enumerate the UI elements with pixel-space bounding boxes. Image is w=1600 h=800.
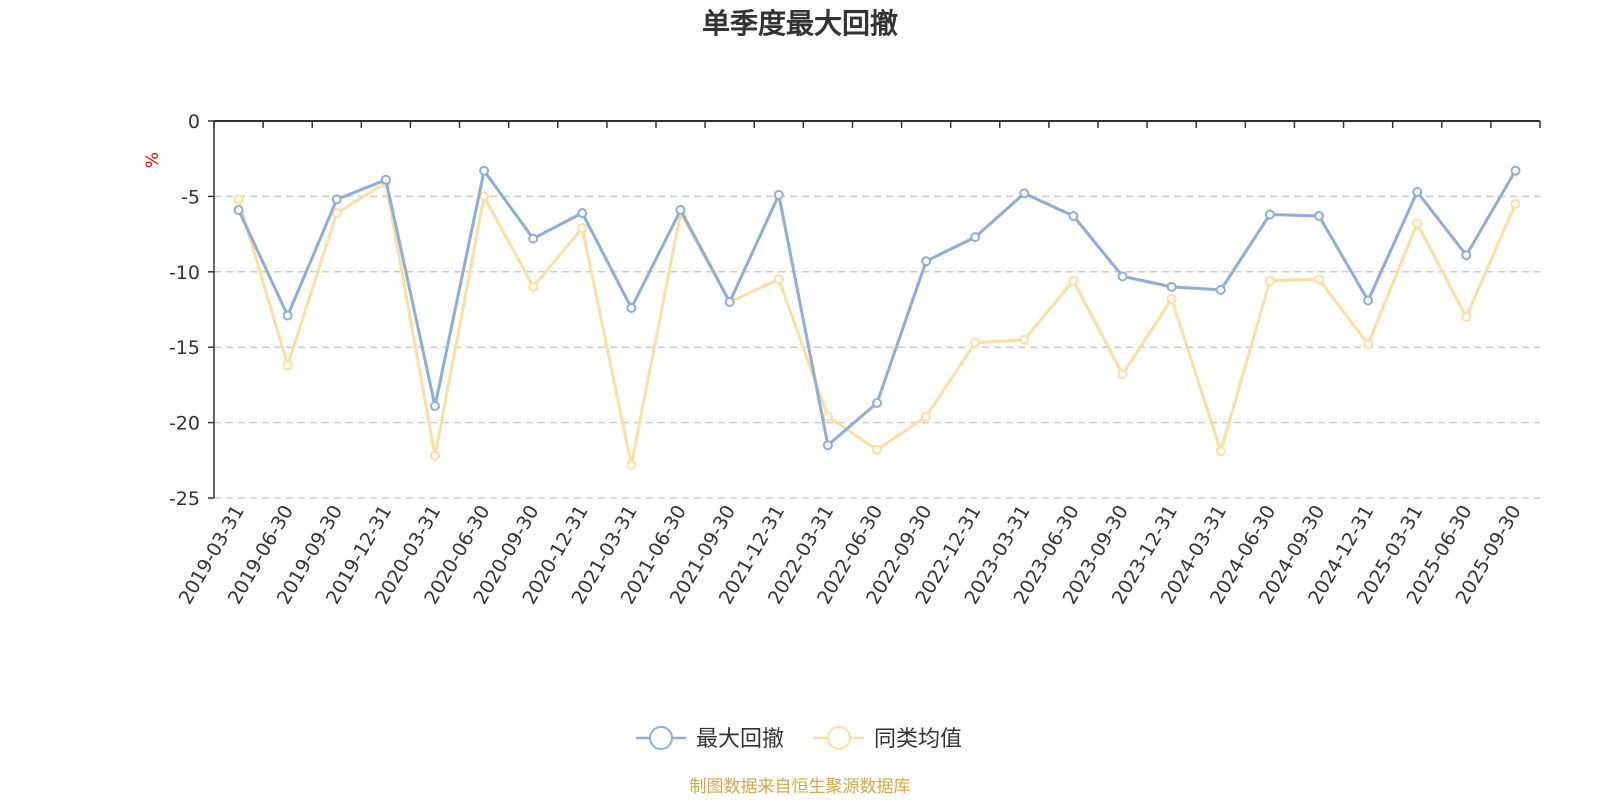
- series-layer: [233, 165, 1521, 470]
- data-point[interactable]: [1215, 446, 1226, 457]
- data-point[interactable]: [233, 194, 244, 205]
- data-point[interactable]: [970, 232, 981, 243]
- data-point[interactable]: [921, 256, 932, 267]
- data-point[interactable]: [1166, 281, 1177, 292]
- y-tick-label: 0: [188, 111, 200, 133]
- series-group: [233, 177, 1521, 470]
- data-source-footer: 制图数据来自恒生聚源数据库: [690, 777, 911, 797]
- data-point[interactable]: [1412, 218, 1423, 229]
- data-point[interactable]: [479, 191, 490, 202]
- data-point[interactable]: [626, 302, 637, 313]
- data-point[interactable]: [479, 165, 490, 176]
- data-point[interactable]: [1215, 284, 1226, 295]
- data-point[interactable]: [1019, 334, 1030, 345]
- data-point[interactable]: [675, 204, 686, 215]
- legend[interactable]: 最大回撤 同类均值: [636, 726, 962, 752]
- data-point[interactable]: [577, 223, 588, 234]
- y-tick-label: -15: [169, 337, 200, 359]
- data-point[interactable]: [872, 444, 882, 455]
- data-point[interactable]: [773, 189, 784, 200]
- legend-marker-icon: [649, 726, 673, 750]
- data-point[interactable]: [233, 204, 244, 215]
- legend-item[interactable]: 最大回撤: [636, 726, 784, 752]
- data-point[interactable]: [1019, 188, 1030, 199]
- data-point[interactable]: [528, 233, 539, 244]
- data-point[interactable]: [331, 194, 342, 205]
- grid-lines: [214, 195, 1540, 499]
- data-point[interactable]: [1166, 293, 1177, 304]
- data-point[interactable]: [1314, 211, 1324, 222]
- data-point[interactable]: [626, 459, 637, 470]
- data-point[interactable]: [528, 281, 539, 292]
- data-point[interactable]: [1461, 250, 1472, 261]
- data-point[interactable]: [1264, 209, 1275, 220]
- data-point[interactable]: [1117, 369, 1128, 380]
- data-point[interactable]: [773, 274, 784, 285]
- data-point[interactable]: [331, 207, 342, 218]
- data-point[interactable]: [380, 174, 391, 185]
- data-point[interactable]: [1264, 275, 1275, 286]
- y-tick-label: -25: [169, 488, 200, 510]
- data-point[interactable]: [822, 440, 833, 451]
- data-point[interactable]: [430, 401, 440, 412]
- series-group: [233, 165, 1521, 451]
- data-point[interactable]: [872, 397, 882, 408]
- data-point[interactable]: [1510, 198, 1521, 209]
- data-point[interactable]: [724, 296, 735, 307]
- data-point[interactable]: [1412, 186, 1423, 197]
- y-tick-label: -20: [169, 413, 200, 435]
- chart-title: 单季度最大回撤: [702, 7, 898, 40]
- data-point[interactable]: [970, 337, 981, 348]
- y-axis-label: %: [143, 152, 163, 168]
- data-point[interactable]: [822, 411, 833, 422]
- legend-label: 同类均值: [874, 727, 962, 752]
- data-point[interactable]: [1314, 274, 1324, 285]
- data-point[interactable]: [1068, 211, 1079, 222]
- legend-label: 最大回撤: [696, 727, 784, 752]
- data-point[interactable]: [1068, 275, 1079, 286]
- legend-item[interactable]: 同类均值: [814, 726, 962, 752]
- data-point[interactable]: [921, 411, 932, 422]
- data-point[interactable]: [282, 360, 293, 371]
- data-point[interactable]: [430, 450, 440, 461]
- y-tick-label: -5: [181, 186, 200, 208]
- data-point[interactable]: [282, 310, 293, 321]
- data-point[interactable]: [1117, 271, 1128, 282]
- data-point[interactable]: [1510, 165, 1521, 176]
- data-point[interactable]: [1363, 295, 1374, 306]
- legend-marker-icon: [827, 726, 851, 750]
- data-point[interactable]: [1461, 312, 1472, 323]
- data-point[interactable]: [1363, 339, 1374, 350]
- y-tick-label: -10: [169, 262, 200, 284]
- data-point[interactable]: [577, 207, 588, 218]
